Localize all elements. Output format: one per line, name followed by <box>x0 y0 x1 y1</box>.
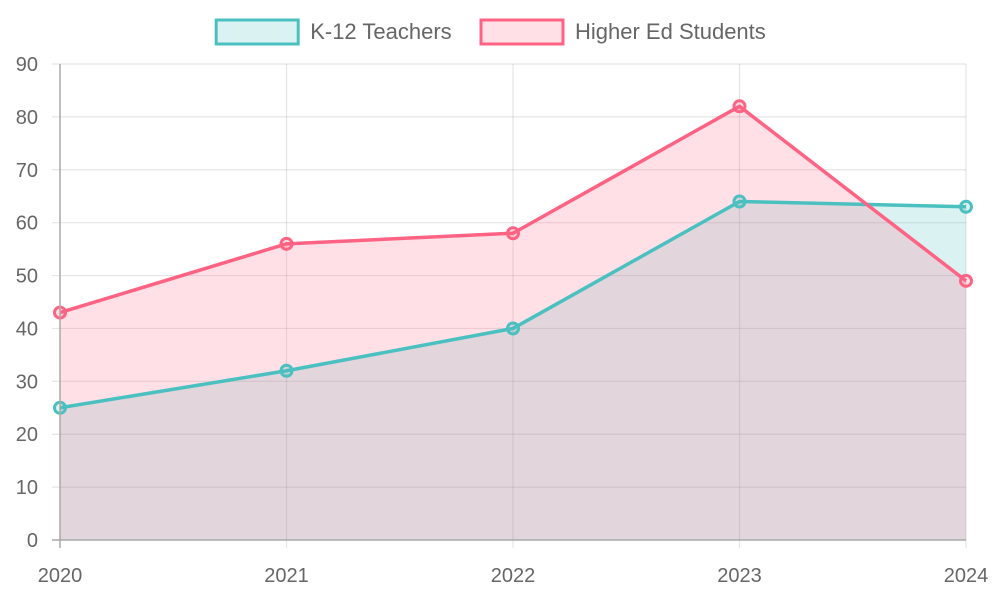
legend-item-higher-ed-students[interactable]: Higher Ed Students <box>479 18 766 46</box>
legend[interactable]: K-12 Teachers Higher Ed Students <box>214 18 766 46</box>
legend-label: K-12 Teachers <box>310 19 451 44</box>
x-tick-label: 2022 <box>491 565 536 587</box>
x-tick-label: 2021 <box>264 565 309 587</box>
y-tick-label: 70 <box>16 160 38 182</box>
y-tick-label: 90 <box>16 54 38 76</box>
y-tick-label: 0 <box>27 530 38 552</box>
y-tick-label: 20 <box>16 424 38 446</box>
point-k-12-teachers[interactable] <box>506 321 520 336</box>
y-tick-label: 10 <box>16 477 38 499</box>
point-k-12-teachers[interactable] <box>732 194 747 209</box>
legend-swatch <box>214 18 300 46</box>
legend-item-k-12-teachers[interactable]: K-12 Teachers <box>214 18 452 46</box>
y-tick-label: 40 <box>16 318 38 340</box>
series-lines <box>59 104 968 410</box>
point-higher-ed-students[interactable] <box>959 273 973 288</box>
point-higher-ed-students[interactable] <box>506 226 520 241</box>
x-tick-label: 2024 <box>944 565 989 587</box>
series-points <box>53 99 973 415</box>
y-tick-label: 50 <box>16 266 38 288</box>
axes: 0 10 20 30 40 50 60 70 80 90 2020 2021 2022 2023 2024 <box>16 54 989 587</box>
y-tick-label: 30 <box>16 371 38 393</box>
point-higher-ed-students[interactable] <box>732 99 747 114</box>
x-tick-label: 2020 <box>38 565 83 587</box>
x-tick-label: 2023 <box>717 565 762 587</box>
legend-label: Higher Ed Students <box>575 19 766 44</box>
line-k-12-teachers <box>59 199 967 410</box>
point-k-12-teachers[interactable] <box>279 363 294 378</box>
y-tick-label: 80 <box>16 107 38 129</box>
point-higher-ed-students[interactable] <box>279 236 294 251</box>
area-k-12-teachers <box>60 201 966 540</box>
legend-swatch <box>479 18 565 46</box>
point-k-12-teachers[interactable] <box>959 199 973 214</box>
y-tick-label: 60 <box>16 213 38 235</box>
line-higher-ed-students <box>59 104 968 315</box>
